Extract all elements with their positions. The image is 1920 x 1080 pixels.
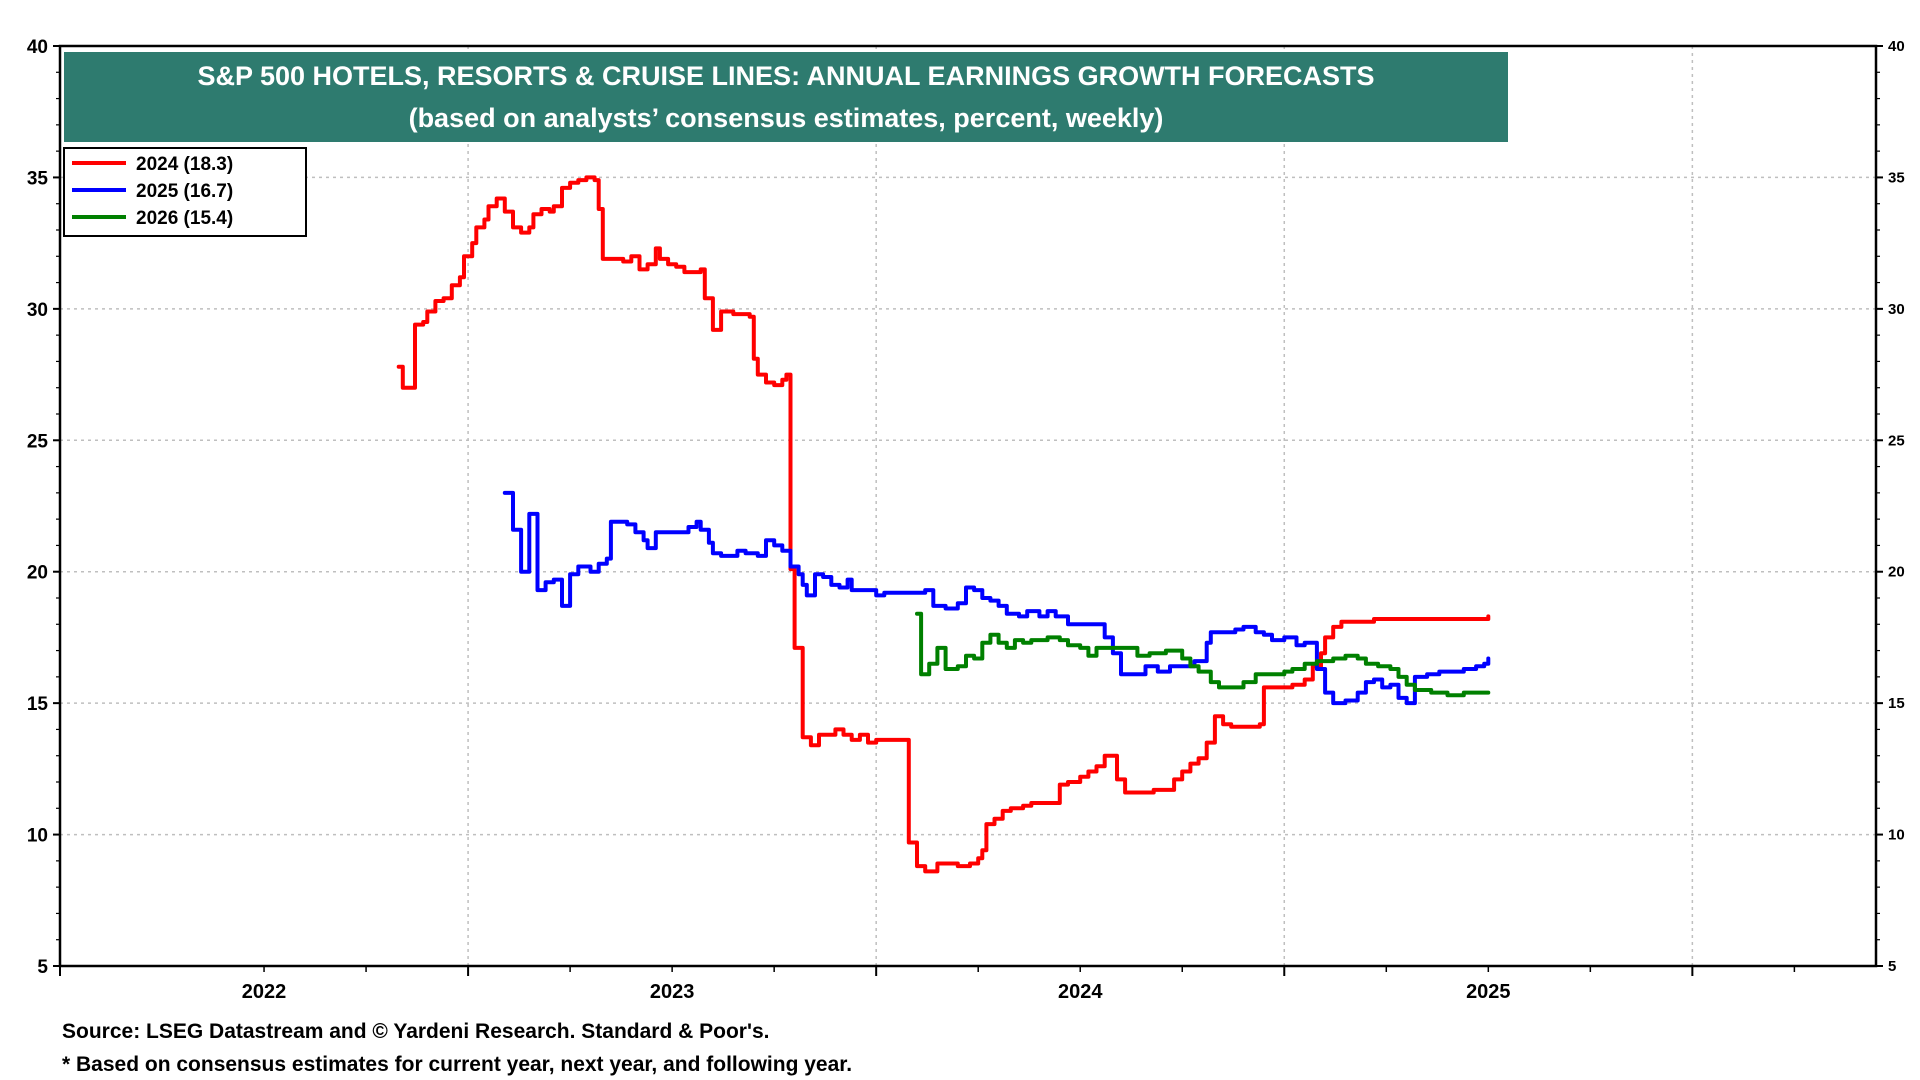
y-tick-label-right: 25 xyxy=(1888,432,1905,449)
y-tick-label-right: 20 xyxy=(1888,564,1905,581)
y-tick-label: 5 xyxy=(37,957,48,978)
series-line-2 xyxy=(502,490,1491,706)
y-tick-label-right: 5 xyxy=(1888,958,1896,975)
grid xyxy=(60,46,1876,966)
y-tick-label-right: 15 xyxy=(1888,695,1905,712)
y-tick-label: 15 xyxy=(27,694,49,715)
footnote: * Based on consensus estimates for curre… xyxy=(62,1053,853,1076)
y-tick-label: 30 xyxy=(27,300,48,321)
legend: 2024 (18.3) 2025 (16.7) 2026 (15.4) xyxy=(63,147,307,237)
y-tick-label: 40 xyxy=(27,37,48,58)
legend-label: 2024 (18.3) xyxy=(136,154,233,175)
x-tick-label: 2025 xyxy=(1466,981,1511,1003)
source-note: Source: LSEG Datastream and © Yardeni Re… xyxy=(62,1020,770,1043)
legend-label: 2025 (16.7) xyxy=(136,181,233,202)
y-tick-label: 25 xyxy=(27,431,49,452)
x-tick-label: 2023 xyxy=(650,981,695,1003)
x-tick-label: 2024 xyxy=(1058,981,1103,1003)
title-box: S&P 500 HOTELS, RESORTS & CRUISE LINES: … xyxy=(64,52,1508,142)
y-tick-label-right: 40 xyxy=(1888,38,1905,55)
y-tick-label-right: 30 xyxy=(1888,301,1905,318)
series-line-1 xyxy=(396,175,1491,874)
series-line-3 xyxy=(915,611,1491,698)
x-tick-label: 2022 xyxy=(242,981,287,1003)
y-tick-label: 35 xyxy=(27,168,49,189)
chart-title: S&P 500 HOTELS, RESORTS & CRUISE LINES: … xyxy=(197,61,1374,91)
y-tick-label-right: 35 xyxy=(1888,169,1905,186)
plot-area xyxy=(58,44,1878,968)
chart-subtitle: (based on analysts’ consensus estimates,… xyxy=(409,103,1164,133)
y-tick-label: 20 xyxy=(27,563,48,584)
y-tick-label: 10 xyxy=(27,826,48,847)
legend-label: 2026 (15.4) xyxy=(136,208,233,229)
series-lines xyxy=(396,175,1491,874)
y-tick-label-right: 10 xyxy=(1888,827,1905,844)
